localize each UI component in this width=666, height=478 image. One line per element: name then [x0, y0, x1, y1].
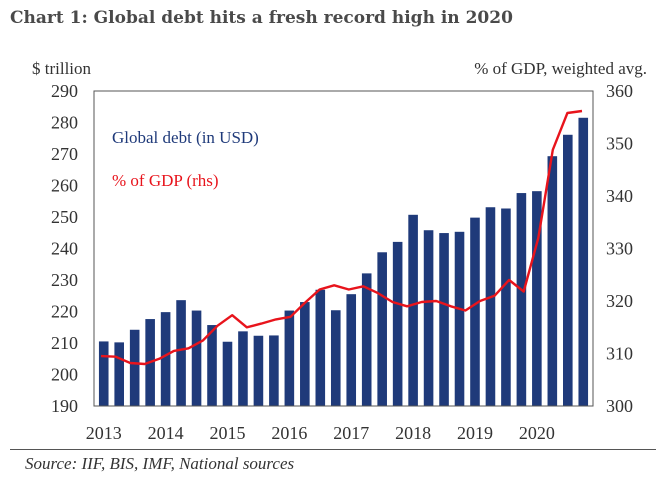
x-tick-label: 2018 [395, 423, 431, 443]
left-tick-label: 290 [51, 81, 78, 101]
right-tick-label: 360 [606, 81, 633, 101]
source-divider [10, 449, 656, 450]
left-axis-label: $ trillion [32, 59, 92, 78]
left-tick-label: 240 [51, 239, 78, 259]
debt-bar [501, 208, 511, 406]
debt-bar [563, 134, 573, 406]
debt-bar [361, 273, 372, 406]
debt-bar [238, 331, 248, 406]
debt-bar [346, 294, 357, 406]
debt-bar [454, 231, 465, 406]
debt-bar [423, 230, 434, 406]
debt-bar [330, 310, 341, 406]
left-tick-label: 230 [51, 270, 78, 290]
right-tick-label: 320 [606, 291, 633, 311]
pct-gdp-line [100, 109, 583, 366]
debt-bar [222, 341, 233, 406]
x-tick-label: 2014 [148, 423, 184, 443]
debt-bar [377, 252, 387, 406]
debt-bar [269, 335, 279, 406]
left-tick-label: 260 [51, 176, 78, 196]
debt-bar [470, 217, 480, 406]
left-tick-label: 280 [51, 113, 78, 133]
debt-bar [129, 329, 140, 406]
debt-bar [516, 193, 527, 406]
debt-bars [98, 117, 589, 407]
x-tick-label: 2015 [209, 423, 245, 443]
debt-bar [532, 191, 542, 406]
left-tick-label: 270 [51, 144, 78, 164]
debt-bar [284, 310, 295, 406]
right-tick-label: 340 [606, 186, 633, 206]
debt-bar [98, 341, 109, 406]
debt-bar [160, 312, 171, 406]
debt-chart: $ trillion % of GDP, weighted avg. 190 20… [32, 59, 647, 443]
debt-bar [176, 300, 186, 406]
debt-bar [392, 241, 403, 406]
debt-bar [253, 335, 264, 406]
left-axis-ticks: 190 200 210 220 230 240 250 260 270 280 290 [51, 81, 78, 416]
right-axis-label: % of GDP, weighted avg. [474, 59, 647, 78]
debt-bar [408, 214, 418, 406]
x-tick-label: 2019 [457, 423, 493, 443]
x-tick-label: 2017 [333, 423, 369, 443]
left-tick-label: 220 [51, 302, 78, 322]
debt-bar [207, 325, 217, 406]
debt-bar [300, 302, 310, 406]
debt-bar [439, 233, 449, 406]
x-tick-label: 2020 [519, 423, 555, 443]
right-tick-label: 310 [606, 344, 633, 364]
right-tick-label: 330 [606, 239, 633, 259]
left-tick-label: 210 [51, 333, 78, 353]
debt-bar [114, 342, 124, 406]
right-tick-label: 350 [606, 134, 633, 154]
right-tick-label: 300 [606, 396, 633, 416]
left-tick-label: 250 [51, 207, 78, 227]
x-tick-label: 2016 [271, 423, 307, 443]
left-tick-label: 190 [51, 396, 78, 416]
debt-bar [547, 156, 558, 406]
x-tick-label: 2013 [86, 423, 122, 443]
legend-global-debt: Global debt (in USD) [112, 128, 259, 147]
plot-frame [93, 90, 594, 407]
right-axis-ticks: 300 310 320 330 340 350 360 [606, 81, 633, 416]
left-tick-label: 200 [51, 365, 78, 385]
debt-bar [191, 310, 202, 406]
debt-bar [315, 289, 326, 406]
legend-pct-gdp: % of GDP (rhs) [112, 171, 219, 190]
source-note: Source: IIF, BIS, IMF, National sources [25, 454, 295, 473]
debt-bar [485, 207, 496, 406]
x-axis-ticks: 2013 2014 2015 2016 2017 2018 2019 2020 [86, 423, 555, 443]
chart-title: Chart 1: Global debt hits a fresh record… [10, 8, 513, 28]
debt-bar [578, 117, 589, 407]
